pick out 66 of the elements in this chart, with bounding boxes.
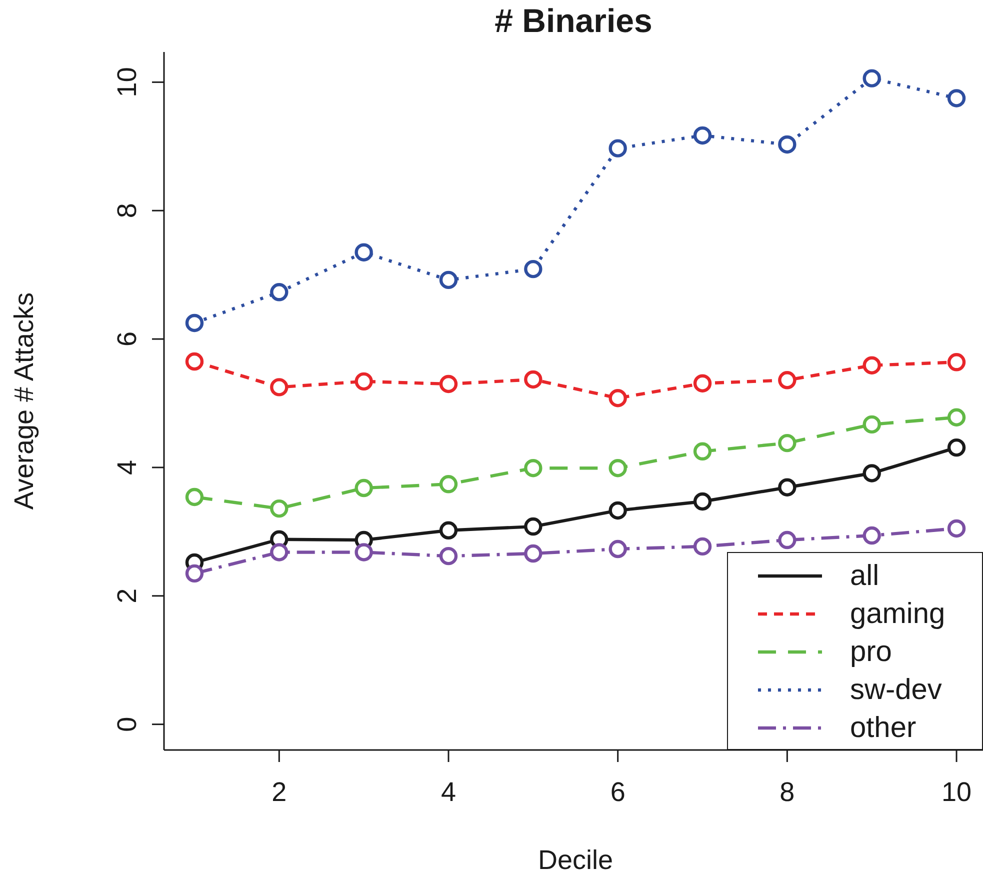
y-tick-label: 2: [112, 588, 142, 604]
point: [524, 459, 542, 478]
point: [862, 415, 881, 434]
point: [439, 270, 458, 290]
point: [862, 69, 881, 88]
point: [862, 464, 881, 482]
point: [778, 135, 796, 154]
legend-label: gaming: [850, 598, 946, 630]
point: [862, 356, 881, 374]
point: [524, 260, 542, 278]
point: [608, 139, 627, 158]
point: [185, 352, 204, 371]
point: [524, 517, 542, 536]
point: [270, 543, 288, 562]
point: [270, 283, 288, 302]
point: [439, 475, 458, 494]
point: [608, 389, 627, 408]
point: [778, 371, 796, 390]
point: [778, 434, 796, 452]
legend-label: all: [850, 560, 880, 592]
point: [693, 126, 712, 145]
point: [270, 378, 288, 396]
chart-title: # Binaries: [494, 2, 654, 40]
point: [608, 501, 627, 520]
y-axis-title: Average # Attacks: [9, 292, 39, 510]
y-tick-label: 10: [112, 67, 142, 98]
x-tick-label: 10: [941, 777, 972, 808]
x-tick-label: 8: [780, 777, 795, 808]
point: [354, 243, 373, 262]
point: [693, 442, 712, 461]
legend-label: pro: [850, 636, 892, 668]
point: [947, 89, 966, 108]
x-tick-label: 6: [610, 777, 626, 808]
point: [608, 459, 627, 478]
point: [439, 374, 458, 394]
point: [693, 492, 712, 511]
point: [354, 478, 373, 498]
y-tick-label: 8: [112, 203, 142, 218]
point: [354, 543, 373, 562]
point: [947, 408, 966, 426]
point: [608, 540, 627, 558]
point: [354, 372, 373, 391]
legend-label: other: [850, 712, 916, 744]
point: [778, 530, 796, 550]
point: [947, 353, 966, 372]
y-tick-label: 0: [112, 716, 142, 732]
y-tick-label: 4: [112, 460, 142, 475]
point: [185, 314, 204, 332]
point: [439, 521, 458, 540]
point: [270, 499, 288, 518]
point: [185, 564, 204, 583]
point: [778, 478, 796, 496]
legend-label: sw-dev: [850, 674, 942, 706]
x-tick-label: 4: [440, 777, 456, 808]
point: [947, 438, 966, 457]
x-tick-label: 2: [272, 777, 287, 808]
point: [693, 374, 712, 392]
point: [947, 519, 966, 538]
point: [862, 526, 881, 545]
point: [439, 546, 458, 566]
y-tick-label: 6: [112, 332, 142, 347]
point: [693, 537, 712, 556]
point: [524, 544, 542, 563]
x-axis-title: Decile: [538, 845, 614, 875]
point: [185, 488, 204, 506]
point: [524, 370, 542, 389]
